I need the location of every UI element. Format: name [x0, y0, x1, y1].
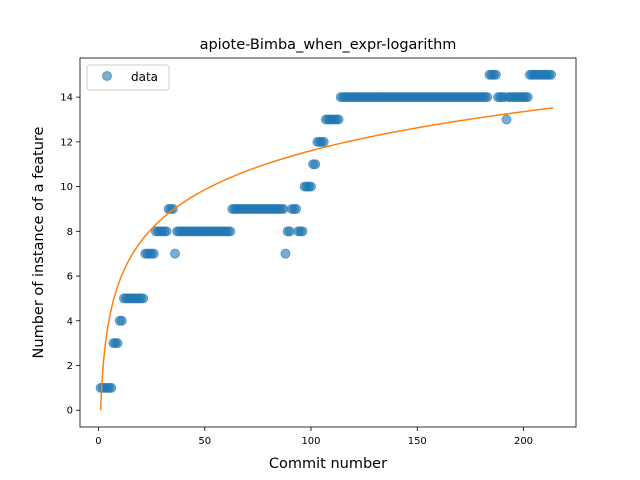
data-point [148, 248, 159, 259]
plot-area [95, 69, 557, 411]
data-point [161, 226, 172, 237]
data-point [333, 114, 344, 125]
data-point [522, 92, 533, 103]
data-point [106, 382, 117, 393]
x-tick-label: 50 [198, 436, 211, 447]
data-point [305, 181, 316, 192]
data-point [501, 114, 512, 125]
x-tick-label: 100 [301, 436, 320, 447]
y-axis: 0 2 4 6 8 10 12 14 [60, 93, 80, 417]
data-point [291, 203, 302, 214]
data-point [112, 338, 123, 349]
chart-title: apiote-Bimba_when_expr-logarithm [200, 37, 457, 53]
plot-frame [79, 57, 577, 428]
data-point [297, 226, 308, 237]
y-tick-label: 0 [67, 406, 73, 417]
data-point [482, 92, 493, 103]
data-point [169, 248, 180, 259]
y-tick-label: 6 [67, 272, 73, 283]
legend-marker [102, 71, 112, 81]
data-point [310, 159, 321, 170]
data-point [284, 226, 295, 237]
data-point [280, 248, 291, 259]
y-tick-label: 10 [60, 182, 73, 193]
legend: data [86, 64, 170, 91]
y-tick-label: 14 [60, 93, 73, 104]
x-tick-label: 200 [514, 436, 533, 447]
data-point [546, 69, 557, 80]
data-point [225, 226, 236, 237]
y-tick-label: 2 [67, 361, 73, 372]
x-axis-label: Commit number [269, 456, 387, 472]
fit-line [99, 107, 554, 411]
data-point [490, 69, 501, 80]
y-tick-label: 8 [67, 227, 73, 238]
data-point [138, 293, 149, 304]
x-tick-label: 150 [408, 436, 427, 447]
legend-label-data: data [131, 70, 158, 84]
x-tick-label: 0 [95, 436, 101, 447]
y-tick-label: 12 [60, 137, 73, 148]
y-axis-label: Number of instance of a feature [31, 126, 47, 358]
data-point [116, 315, 127, 326]
y-tick-label: 4 [67, 316, 73, 327]
x-axis: 0 50 100 150 200 [95, 427, 533, 447]
data-point [278, 203, 289, 214]
data-point [318, 136, 329, 147]
